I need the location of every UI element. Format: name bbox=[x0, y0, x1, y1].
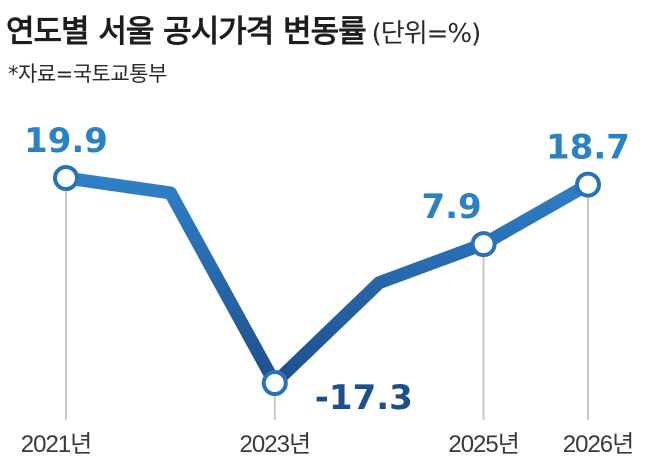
source-note: *자료=국토교통부 bbox=[8, 62, 167, 86]
x-tick-label-2025: 2025년 bbox=[448, 431, 518, 458]
series-line bbox=[59, 171, 595, 390]
x-tick-label-2026: 2026년 bbox=[563, 431, 633, 458]
chart-title: 연도별 서울 공시가격 변동률 bbox=[6, 14, 367, 50]
point-marker-2023 bbox=[261, 370, 288, 396]
data-label-2023: -17.3 bbox=[315, 378, 413, 418]
point-marker-2025 bbox=[470, 231, 497, 258]
point-marker-2021 bbox=[53, 165, 79, 191]
data-label-2021: 19.9 bbox=[24, 121, 108, 161]
x-tick-label-2023: 2023년 bbox=[240, 431, 310, 458]
data-label-2026: 18.7 bbox=[546, 128, 630, 168]
marker-group bbox=[53, 165, 601, 396]
series-line-group bbox=[59, 171, 595, 390]
chart-header: 연도별 서울 공시가격 변동률 (단위=%) bbox=[6, 6, 482, 51]
data-label-group: 19.9 -17.3 7.9 18.7 bbox=[24, 121, 630, 418]
x-axis-labels: 2021년 2023년 2025년 2026년 bbox=[21, 431, 634, 458]
unit-label: (단위=%) bbox=[371, 19, 482, 49]
point-marker-2026 bbox=[575, 171, 601, 198]
data-label-2025: 7.9 bbox=[421, 187, 481, 227]
x-tick-label-2021: 2021년 bbox=[21, 431, 91, 458]
